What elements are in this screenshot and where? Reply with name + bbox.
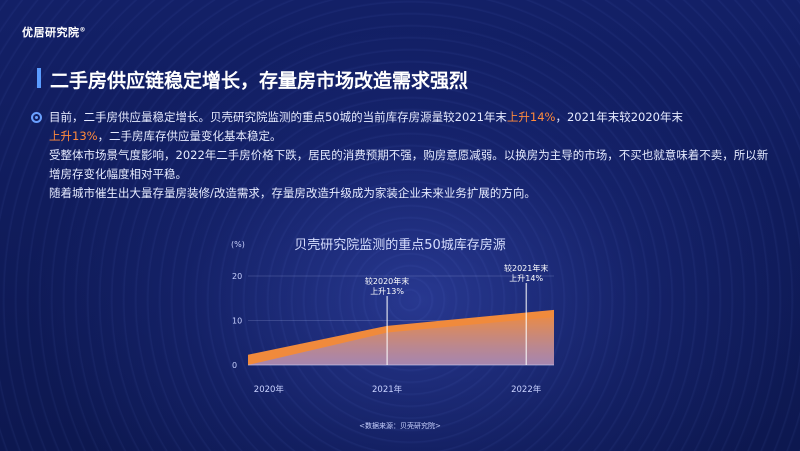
paragraph-2: 受整体市场景气度影响，2022年二手房价格下跌，居民的消费预期不强，购房意愿减弱… <box>49 148 769 181</box>
bullet-icon <box>31 112 42 123</box>
paragraph-1-a: 目前，二手房供应量稳定增长。贝壳研究院监测的重点50城的当前库存房源量较2021… <box>49 110 507 124</box>
brand-name: 优居研究院 <box>22 26 80 39</box>
body-text: 目前，二手房供应量稳定增长。贝壳研究院监测的重点50城的当前库存房源量较2021… <box>31 108 771 203</box>
paragraph-1-c: ，二手房库存供应量变化基本稳定。 <box>97 129 282 143</box>
y-tick-label: 20 <box>232 272 242 281</box>
annotation-label: 较2021年末 <box>504 263 548 273</box>
x-tick-label: 2020年 <box>254 384 285 395</box>
highlight-rise-14: 上升14% <box>506 110 556 124</box>
paragraph-1-b: ，2021年末较2020年末 <box>555 110 684 124</box>
x-tick-label: 2022年 <box>511 384 542 395</box>
chart-title: 贝壳研究院监测的重点50城库存房源 <box>294 238 506 253</box>
highlight-rise-13: 上升13% <box>49 129 98 143</box>
brand-mark: ® <box>79 26 86 34</box>
title-accent-bar <box>37 68 41 88</box>
paragraph-1: 目前，二手房供应量稳定增长。贝壳研究院监测的重点50城的当前库存房源量较2021… <box>31 108 771 127</box>
annotation-label: 较2020年末 <box>365 276 409 286</box>
x-tick-label: 2021年 <box>372 384 403 395</box>
y-axis-unit-label: (%) <box>231 240 245 249</box>
annotation-value: 上升13% <box>370 287 404 296</box>
chart: (%) 20 10 0 2020年 2021年 2022年 较2020年末 上升13% 较2021… <box>222 238 582 403</box>
y-tick-label: 0 <box>232 361 237 370</box>
paragraph-3: 随着城市催生出大量存量房装修/改造需求，存量房改造升级成为家装企业未来业务扩展的… <box>49 186 536 200</box>
brand-logo: 优居研究院® <box>22 24 86 40</box>
paragraph-1-cont: 上升13%，二手房库存供应量变化基本稳定。 <box>31 127 771 146</box>
area-lower-fill <box>248 316 554 365</box>
y-tick-label: 10 <box>232 317 242 326</box>
slide-title: 二手房供应链稳定增长，存量房市场改造需求强烈 <box>50 70 469 92</box>
annotation-value: 上升14% <box>509 274 543 283</box>
data-source: <数据来源：贝壳研究院> <box>359 422 441 430</box>
